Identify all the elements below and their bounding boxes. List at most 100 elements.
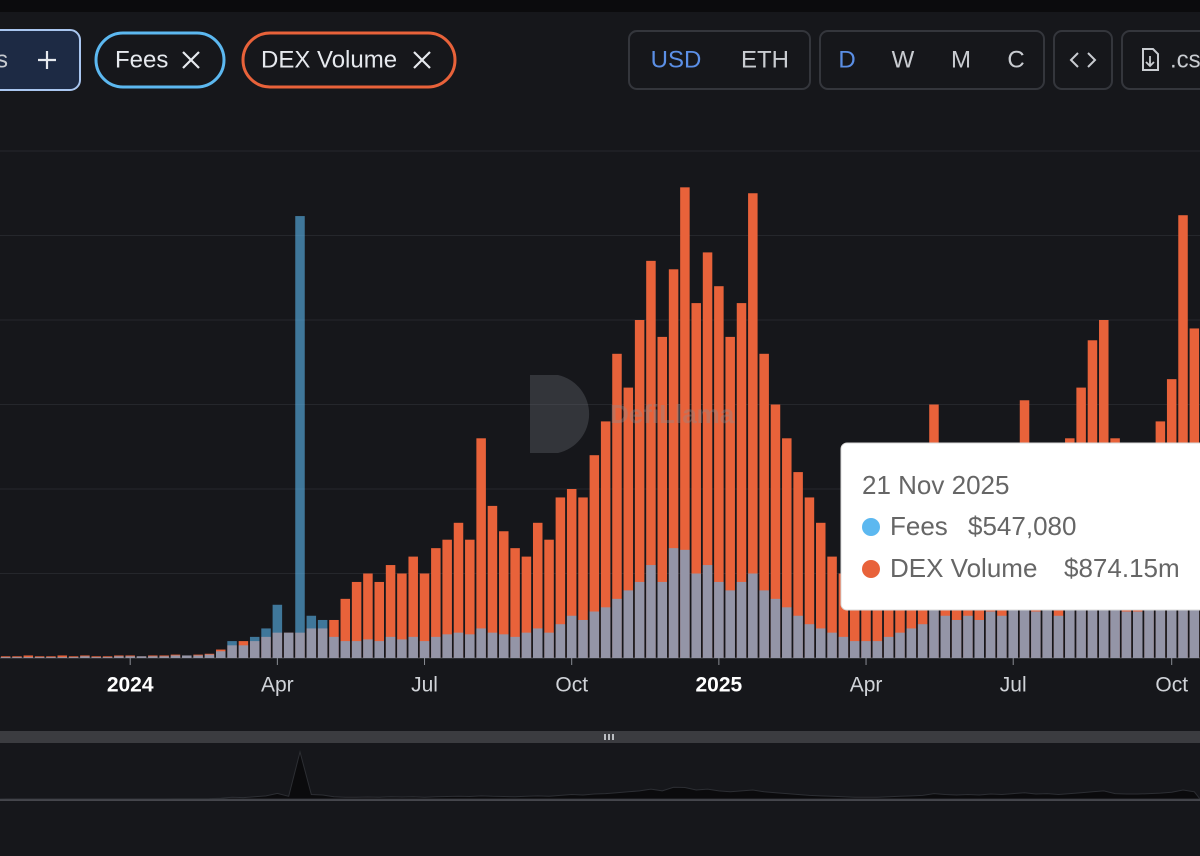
download-label: .cs (1170, 46, 1200, 73)
brush[interactable] (0, 731, 1200, 801)
bar (985, 611, 996, 658)
bar (940, 615, 951, 658)
volume-pill[interactable]: DEX Volume (241, 31, 457, 89)
bar (1189, 590, 1200, 658)
bar (929, 607, 939, 658)
bar (0, 657, 11, 658)
controls: s Fees DEX Volume USD ETH D W M C .cs (0, 29, 1200, 91)
bar (657, 336, 668, 658)
bar (295, 216, 305, 658)
bar (1166, 594, 1177, 658)
currency-button[interactable]: USD (651, 46, 702, 73)
overview-area (0, 749, 1200, 800)
period-button[interactable]: W (892, 46, 915, 73)
metrics-button[interactable]: s (0, 29, 81, 91)
bar (340, 598, 351, 658)
bar (736, 581, 747, 658)
bar (1144, 607, 1154, 658)
bar (1132, 611, 1143, 658)
bar (351, 581, 362, 658)
x-tick-label: Apr (850, 674, 883, 697)
bar (193, 655, 203, 658)
x-tick-label: 2024 (107, 674, 154, 697)
bar (465, 539, 475, 658)
bar (849, 581, 860, 658)
bar (465, 634, 475, 658)
period-button[interactable]: D (838, 46, 855, 73)
bar (589, 455, 600, 658)
bar (102, 657, 113, 658)
bar (1008, 607, 1018, 658)
bar (646, 565, 656, 658)
bar (397, 639, 407, 658)
bar (374, 641, 384, 658)
bar (80, 656, 90, 658)
bar (125, 656, 135, 658)
bar (1076, 598, 1086, 658)
fees-pill[interactable]: Fees (94, 31, 226, 89)
bar (476, 438, 486, 658)
download-button[interactable]: .cs (1121, 30, 1200, 90)
x-tick-label: Apr (261, 674, 294, 697)
bar (532, 628, 543, 658)
tooltip-series: Fees (890, 511, 948, 541)
bar (668, 548, 679, 658)
x-tick-label: Jul (411, 674, 438, 697)
bar (600, 421, 611, 658)
period-button[interactable]: M (951, 46, 971, 73)
tooltip-series: DEX Volume (890, 553, 1037, 583)
bar (725, 336, 735, 658)
bar (759, 353, 769, 658)
bar (872, 641, 883, 658)
volume-pill-label: DEX Volume (261, 46, 397, 73)
bar (442, 634, 452, 658)
bar (861, 641, 871, 658)
x-tick-label: Jul (1000, 674, 1027, 697)
metrics-button-label: s (0, 46, 8, 73)
bar (329, 636, 339, 658)
bar (827, 632, 837, 658)
period-group (819, 30, 1045, 90)
bar (385, 565, 396, 658)
bar (872, 590, 883, 658)
bar (895, 632, 905, 658)
bar (521, 632, 532, 658)
tooltip-date: 21 Nov 2025 (862, 470, 1009, 500)
currency-button[interactable]: ETH (741, 46, 789, 73)
bar (510, 548, 520, 658)
bar (136, 656, 147, 658)
bar (238, 645, 249, 658)
bar (906, 628, 917, 658)
bar (1178, 215, 1188, 658)
bar (1065, 607, 1075, 658)
bar (363, 573, 373, 658)
bar (1155, 603, 1166, 658)
bar (487, 632, 498, 658)
bar (272, 604, 283, 658)
tooltip-dot (862, 518, 880, 536)
bar (1031, 611, 1041, 658)
bar (283, 632, 294, 658)
bar (431, 548, 441, 658)
bar (442, 539, 452, 658)
bar (317, 619, 328, 658)
embed-button[interactable] (1053, 30, 1113, 90)
watermark: DefiLlama (530, 375, 735, 453)
bar (782, 438, 792, 658)
bar (148, 656, 158, 658)
bar (1110, 607, 1120, 658)
bar (23, 655, 34, 658)
bar (578, 497, 588, 658)
bar (770, 404, 781, 658)
bar (702, 565, 713, 658)
bar (634, 320, 645, 658)
bar (261, 628, 271, 658)
bar (838, 636, 849, 658)
bar (827, 556, 837, 658)
bar (668, 269, 679, 658)
bar (57, 655, 68, 658)
period-button[interactable]: C (1007, 46, 1024, 73)
bar (804, 624, 815, 658)
bar (838, 573, 849, 658)
bar (408, 556, 418, 658)
